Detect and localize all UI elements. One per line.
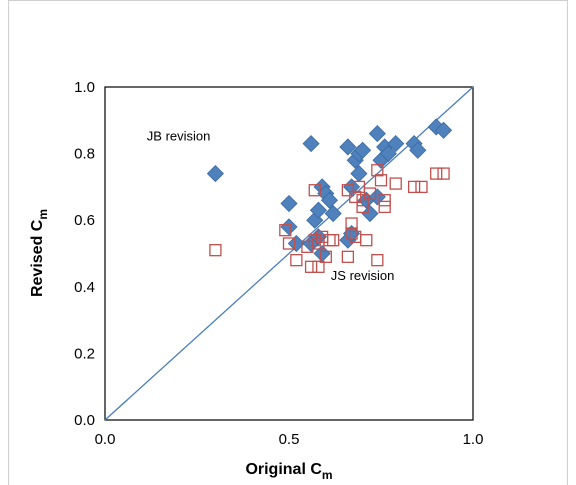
plot-area	[104, 86, 474, 421]
js-point	[378, 200, 391, 214]
jb-point	[339, 138, 357, 156]
jb-point	[409, 141, 427, 159]
jb-point	[313, 244, 331, 263]
js-point	[308, 184, 321, 197]
x-tick-label: 0.0	[95, 431, 116, 448]
y-tick-label: 0.8	[74, 146, 95, 163]
x-tick-labels: 0.0 0.5 1.0	[95, 431, 484, 448]
x-tick-label: 1.0	[463, 431, 484, 448]
js-point	[352, 180, 366, 194]
js-point	[415, 180, 428, 194]
js-point	[378, 194, 391, 207]
js-point	[389, 177, 402, 190]
jb-point	[280, 194, 298, 213]
js-point	[312, 260, 325, 273]
annotations: JB revision JS revision	[147, 128, 395, 283]
js-point	[341, 250, 355, 263]
chart-frame	[8, 0, 568, 485]
jb-point	[387, 135, 405, 153]
series-jb	[206, 118, 453, 263]
x-tick-label: 0.5	[279, 431, 300, 448]
jb-point	[302, 135, 320, 153]
y-tick-label: 0.2	[74, 345, 95, 362]
jb-point	[368, 125, 386, 143]
js-point	[356, 200, 369, 214]
js-point	[356, 194, 369, 207]
js-point	[209, 244, 222, 257]
annotation-label: JB revision	[147, 128, 211, 143]
y-tick-label: 0.6	[74, 212, 95, 229]
js-point	[345, 217, 358, 230]
jb-point	[379, 145, 397, 163]
jb-point	[206, 165, 224, 183]
js-point	[282, 237, 296, 250]
js-point	[319, 250, 332, 263]
jb-point	[280, 218, 298, 236]
js-point	[279, 224, 292, 237]
jb-point	[320, 191, 339, 209]
js-point	[374, 174, 388, 187]
js-point	[349, 190, 362, 204]
x-axis-title: Original Cm	[245, 461, 332, 482]
jb-point	[361, 204, 379, 223]
js-point	[345, 227, 358, 240]
jb-point	[354, 141, 372, 159]
y-tick-labels: 0.0 0.2 0.4 0.6 0.8 1.0	[74, 79, 95, 429]
annotation-label: JS revision	[331, 268, 395, 283]
js-point	[437, 167, 450, 180]
y-tick-label: 0.4	[74, 279, 95, 296]
js-point	[304, 260, 318, 273]
y-tick-label: 1.0	[74, 79, 95, 96]
js-point	[360, 234, 373, 247]
y-tick-label: 0.0	[74, 412, 95, 429]
js-point	[327, 234, 340, 247]
jb-point	[309, 201, 328, 219]
series-js	[209, 164, 450, 273]
js-point	[363, 187, 377, 200]
y-axis-title: Revised Cm	[29, 209, 50, 297]
js-point	[290, 254, 303, 267]
js-point	[407, 180, 421, 194]
jb-point	[324, 204, 342, 223]
js-point	[308, 234, 321, 247]
jb-point	[434, 121, 453, 139]
js-point	[430, 167, 443, 180]
js-point	[371, 254, 384, 267]
jb-point	[350, 165, 368, 183]
js-point	[371, 164, 384, 177]
